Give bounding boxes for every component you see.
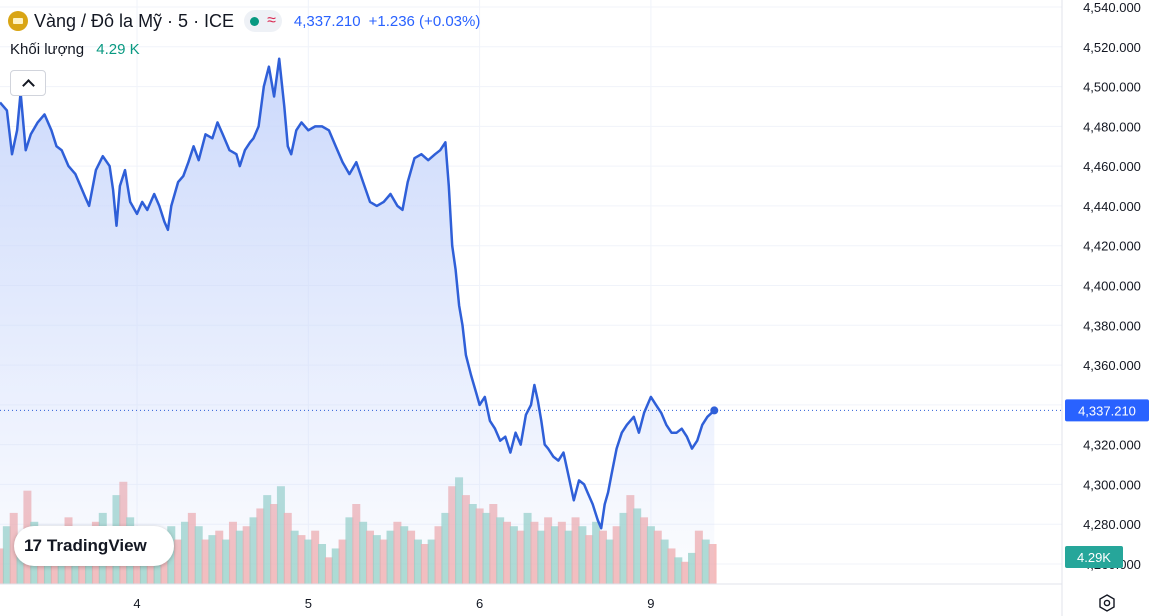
y-tick-label: 4,460.000 [1083, 159, 1141, 174]
last-price: 4,337.210 [293, 12, 361, 30]
last-volume-axis-label: 4.29K [1077, 550, 1111, 565]
tradingview-mark-icon: 17 [24, 536, 42, 555]
last-price-point [710, 406, 719, 415]
tradingview-logo[interactable]: 17 TradingView [14, 526, 174, 566]
price-area [0, 58, 715, 584]
approx-icon: ≈ [267, 12, 276, 29]
volume-label: Khối lượng [10, 41, 85, 58]
x-tick-label: 5 [305, 596, 312, 611]
symbol-title[interactable]: Vàng / Đô la Mỹ · 5 · ICE [34, 10, 235, 31]
chevron-up-icon [21, 78, 35, 92]
chart-header: Vàng / Đô la Mỹ · 5 · ICE ≈ 4,337.210 +1… [8, 9, 480, 33]
volume-value: 4.29 K [96, 41, 140, 58]
price-change: +1.236 (+0.03%) [368, 12, 481, 30]
y-tick-label: 4,360.000 [1083, 358, 1141, 373]
y-tick-label: 4,520.000 [1083, 40, 1141, 55]
x-tick-label: 6 [476, 596, 483, 611]
gold-coin-icon [8, 11, 28, 31]
y-tick-label: 4,440.000 [1083, 199, 1141, 214]
y-tick-label: 4,500.000 [1083, 80, 1141, 95]
volume-legend: Khối lượng 4.29 K [10, 41, 140, 58]
y-tick-label: 4,320.000 [1083, 438, 1141, 453]
x-tick-label: 4 [133, 596, 140, 611]
y-tick-label: 4,300.000 [1083, 477, 1141, 492]
y-tick-label: 4,380.000 [1083, 318, 1141, 333]
y-tick-label: 4,540.000 [1083, 0, 1141, 15]
last-price-axis-badge [1065, 399, 1149, 422]
collapse-legend-button[interactable] [10, 70, 46, 96]
market-status-pill[interactable]: ≈ [244, 10, 282, 32]
y-tick-label: 4,280.000 [1083, 517, 1141, 532]
y-tick-label: 4,480.000 [1083, 119, 1141, 134]
price-line [0, 57, 716, 530]
y-tick-label: 4,400.000 [1083, 279, 1141, 294]
y-tick-label: 4,420.000 [1083, 239, 1141, 254]
last-price-axis-label: 4,337.210 [1078, 403, 1136, 418]
settings-gear-icon[interactable] [1098, 594, 1116, 612]
tradingview-logo-text: TradingView [46, 536, 147, 555]
market-open-dot-icon [250, 16, 260, 26]
x-tick-label: 9 [647, 596, 654, 611]
last-volume-axis-badge [1065, 546, 1123, 568]
